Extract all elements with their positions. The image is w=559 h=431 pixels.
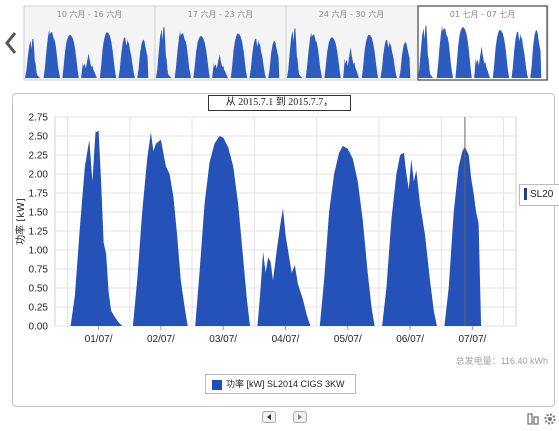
navigator-mini-peak: [81, 53, 97, 78]
navigator-mini-peak: [268, 40, 280, 78]
navigator-mini-peak: [174, 31, 192, 78]
navigator-mini-peak: [62, 34, 79, 78]
navigator-mini-peak: [530, 29, 542, 78]
navigator-mini-peak: [99, 32, 117, 78]
navigator-mini-peak: [24, 38, 41, 78]
navigator-mini-peak: [305, 32, 323, 78]
navigator-mini-peak: [380, 39, 397, 78]
total-energy-label: 总发电量：116.40 kWh: [455, 356, 548, 366]
navigator-week-label: 24 六月 - 30 六月: [319, 9, 384, 19]
series-tooltip: SL20: [519, 184, 559, 206]
triangle-left-icon: [267, 414, 271, 420]
navigator-mini-peak: [436, 26, 454, 79]
navigator-mini-peak: [43, 30, 61, 78]
navigator-mini-peak: [249, 38, 266, 78]
previous-page-button[interactable]: [262, 411, 276, 423]
navigator-mini-peak: [455, 27, 472, 79]
navigator-mini-peak: [230, 33, 248, 78]
data-table-icon[interactable]: [527, 412, 541, 426]
legend-label: 功率 [kW] SL2014 CIGS 3KW: [226, 379, 345, 389]
navigator-mini-peak: [286, 28, 303, 78]
navigator-mini-peak: [343, 47, 359, 78]
navigator-strip[interactable]: 10 六月 - 16 六月 17 六月 - 23 六月 24 六月 - 30 六月 0…: [0, 0, 559, 88]
legend-swatch-icon: [212, 379, 222, 390]
navigator-mini-peak: [492, 29, 510, 78]
chevron-left-icon[interactable]: [2, 30, 20, 56]
navigator-week-label: 10 六月 - 16 六月: [57, 9, 122, 19]
next-page-button[interactable]: [293, 411, 307, 423]
navigator-mini-peak: [511, 31, 528, 79]
navigator-week-label: 17 六月 - 23 六月: [188, 9, 253, 19]
series-tag-text: SL20: [530, 189, 554, 200]
navigator-mini-peak: [399, 42, 411, 78]
navigator-mini-peak: [361, 34, 379, 78]
navigator-mini-peak: [137, 39, 149, 78]
navigator-mini-peak: [193, 36, 210, 78]
navigator-week-label: 01 七月 - 07 七月: [450, 10, 515, 19]
navigator-mini-peak: [212, 54, 228, 78]
gear-icon[interactable]: [543, 412, 557, 426]
triangle-right-icon: [298, 414, 302, 420]
navigator-mini-peak: [417, 25, 434, 78]
navigator-mini-peak: [118, 37, 135, 78]
series-marker-icon: [524, 188, 527, 201]
legend[interactable]: 功率 [kW] SL2014 CIGS 3KW: [205, 374, 356, 394]
navigator-mini-peak: [324, 37, 341, 78]
chart-title: 从 2015.7.1 到 2015.7.7，: [208, 95, 351, 111]
navigator-mini-peak: [155, 27, 172, 78]
navigator-mini-peak: [474, 46, 490, 78]
